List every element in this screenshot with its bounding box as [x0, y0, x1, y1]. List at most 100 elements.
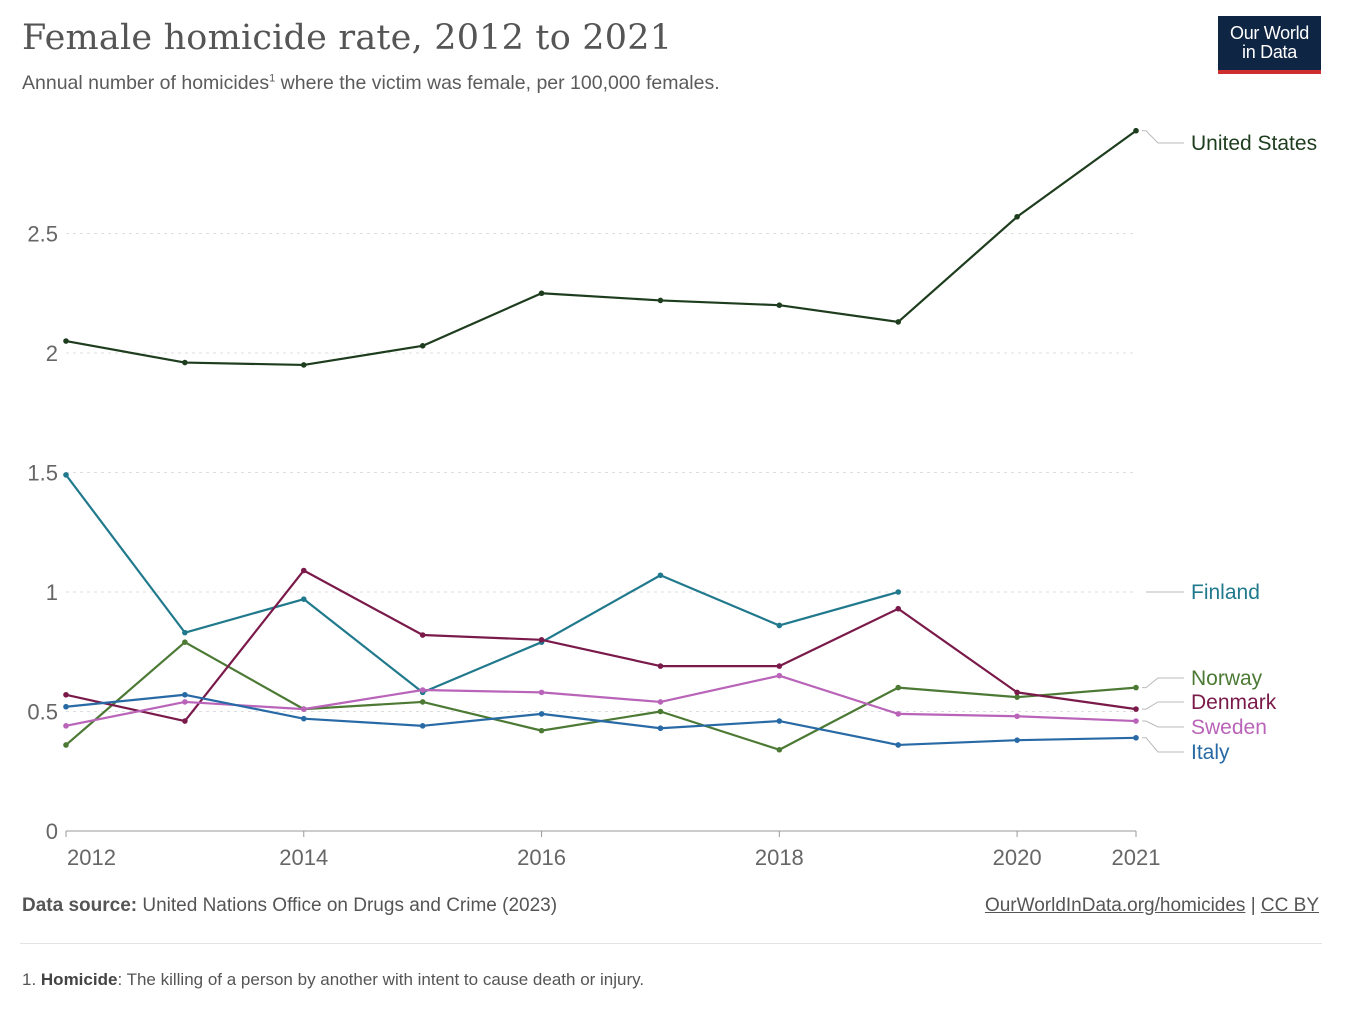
y-tick-label: 1: [46, 580, 58, 605]
label-connector: [1142, 677, 1184, 689]
data-point-sweden[interactable]: [538, 689, 545, 696]
homicides-link[interactable]: OurWorldInData.org/homicides: [984, 895, 1246, 916]
data-point-denmark[interactable]: [538, 637, 545, 643]
series-lines: [63, 127, 1139, 753]
subtitle-text-end: where the victim was female, per 100,000…: [275, 72, 720, 94]
link-separator: |: [1245, 895, 1261, 916]
data-point-italy[interactable]: [776, 718, 783, 724]
series-line-finland[interactable]: [65, 474, 899, 694]
data-point-italy[interactable]: [182, 691, 188, 698]
series-line-united-states[interactable]: [65, 129, 1137, 367]
x-tick-label: 2014: [279, 845, 328, 870]
footnote-marker[interactable]: 1: [269, 72, 276, 85]
series-line-sweden[interactable]: [65, 674, 1137, 727]
data-point-finland[interactable]: [776, 622, 783, 629]
data-point-sweden[interactable]: [419, 687, 426, 693]
data-point-norway[interactable]: [657, 708, 664, 715]
series-label-finland[interactable]: Finland: [1191, 581, 1260, 604]
series-labels: United States Finland NorwayDenmarkSwedenI…: [1142, 130, 1317, 764]
data-point-norway[interactable]: [895, 684, 902, 691]
data-point-norway[interactable]: [1014, 694, 1020, 700]
data-point-italy[interactable]: [419, 723, 426, 729]
data-point-finland[interactable]: [182, 629, 188, 636]
license-link[interactable]: CC BY: [1260, 895, 1319, 916]
data-point-finland[interactable]: [895, 589, 902, 595]
series-label-norway[interactable]: Norway: [1191, 667, 1263, 690]
series-line-norway[interactable]: [65, 641, 1137, 751]
data-point-denmark[interactable]: [182, 718, 188, 724]
data-point-sweden[interactable]: [1133, 718, 1139, 724]
footnote-term: Homicide: [40, 970, 118, 989]
data-point-norway[interactable]: [63, 742, 69, 748]
data-point-sweden[interactable]: [657, 699, 664, 705]
data-point-sweden[interactable]: [776, 672, 783, 679]
line-chart: 0 0.5 1 1.5 2 2.5 2012 2014 2016 2018 2020 2021 Un…: [27, 127, 1317, 870]
data-point-denmark[interactable]: [776, 663, 783, 669]
label-connector: [1142, 701, 1184, 710]
data-point-norway[interactable]: [182, 639, 188, 645]
data-point-united-states[interactable]: [538, 290, 545, 297]
data-point-sweden[interactable]: [63, 723, 69, 729]
data-point-norway[interactable]: [419, 699, 426, 705]
data-point-norway[interactable]: [776, 746, 783, 753]
x-tick-label: 2020: [993, 845, 1042, 870]
data-point-denmark[interactable]: [300, 567, 307, 574]
series-line-denmark[interactable]: [65, 569, 1137, 723]
y-tick-label: 1.5: [27, 461, 58, 486]
footer-links: OurWorldInData.org/homicides | CC BY: [985, 895, 1319, 917]
chart-title: Female homicide rate, 2012 to 2021: [22, 18, 673, 58]
data-point-italy[interactable]: [300, 715, 307, 722]
owid-logo[interactable]: Our World in Data: [1218, 16, 1321, 74]
series-line-italy[interactable]: [65, 693, 1137, 747]
logo-line-2: in Data: [1242, 42, 1297, 62]
data-point-denmark[interactable]: [1133, 706, 1139, 712]
footnote: 1. Homicide: The killing of a person by …: [22, 970, 644, 990]
series-label-denmark[interactable]: Denmark: [1191, 691, 1277, 714]
data-point-sweden[interactable]: [895, 711, 902, 717]
data-point-italy[interactable]: [1014, 737, 1020, 743]
data-point-united-states[interactable]: [895, 319, 902, 325]
data-point-denmark[interactable]: [63, 691, 69, 698]
grid-lines: [66, 233, 1136, 712]
data-point-norway[interactable]: [538, 727, 545, 734]
data-point-italy[interactable]: [63, 703, 69, 710]
y-tick-label: 2.5: [27, 222, 58, 247]
x-axis: 2012 2014 2016 2018 2020 2021: [65, 830, 1160, 870]
data-point-united-states[interactable]: [1014, 213, 1020, 220]
data-point-united-states[interactable]: [419, 343, 426, 349]
data-point-denmark[interactable]: [419, 632, 426, 638]
subtitle-text: Annual number of homicides: [22, 72, 270, 94]
chart-subtitle: Annual number of homicides1 where the vi…: [22, 72, 720, 95]
data-source: Data source: United Nations Office on Dr…: [22, 895, 557, 917]
data-point-italy[interactable]: [538, 711, 545, 717]
data-point-united-states[interactable]: [1133, 127, 1139, 134]
x-tick-label: 2012: [67, 845, 116, 870]
data-point-united-states[interactable]: [776, 302, 783, 309]
data-source-text: United Nations Office on Drugs and Crime…: [137, 895, 558, 916]
data-point-united-states[interactable]: [63, 338, 69, 344]
series-label-italy[interactable]: Italy: [1191, 741, 1230, 764]
data-point-denmark[interactable]: [1014, 689, 1020, 696]
series-label-sweden[interactable]: Sweden: [1191, 716, 1267, 739]
data-point-finland[interactable]: [657, 572, 664, 579]
y-axis-ticks: 0 0.5 1 1.5 2 2.5: [27, 222, 58, 845]
data-point-italy[interactable]: [1133, 734, 1139, 741]
data-point-italy[interactable]: [895, 742, 902, 748]
data-point-norway[interactable]: [1133, 684, 1139, 691]
data-point-finland[interactable]: [63, 472, 69, 478]
divider: [20, 943, 1322, 944]
logo-line-1: Our World: [1230, 23, 1309, 43]
data-point-italy[interactable]: [657, 725, 664, 732]
data-point-finland[interactable]: [300, 596, 307, 602]
data-source-label: Data source:: [22, 895, 138, 916]
data-point-denmark[interactable]: [895, 605, 902, 612]
data-point-united-states[interactable]: [182, 359, 188, 366]
data-point-united-states[interactable]: [657, 297, 664, 304]
data-point-sweden[interactable]: [300, 706, 307, 712]
data-point-denmark[interactable]: [657, 663, 664, 669]
series-label-united-states[interactable]: United States: [1191, 132, 1317, 155]
data-point-sweden[interactable]: [1014, 713, 1020, 720]
label-connector: [1142, 130, 1184, 144]
data-point-sweden[interactable]: [182, 699, 188, 705]
data-point-united-states[interactable]: [300, 362, 307, 368]
